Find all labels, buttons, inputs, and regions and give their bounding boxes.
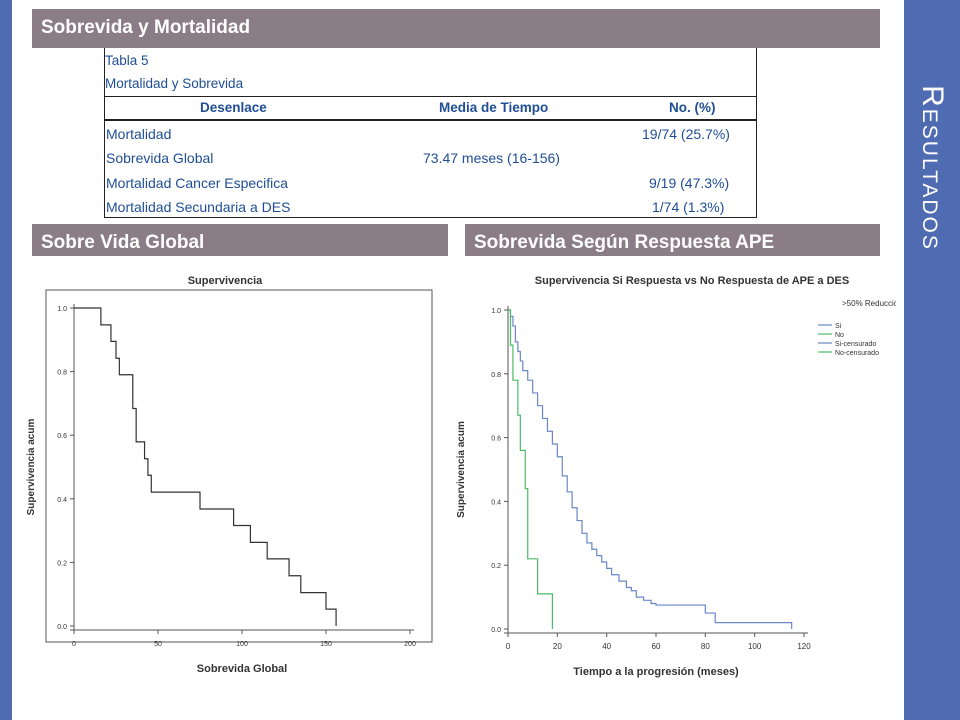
table-caption-number: Tabla 5 (105, 53, 149, 68)
y-tick-label: 0.2 (491, 563, 501, 570)
x-tick-label: 80 (701, 642, 710, 651)
table-row: Mortalidad Secundaria a DES 1/74 (1.3%) (105, 196, 756, 220)
y-tick-label: 0.2 (57, 560, 67, 567)
legend-entry: Si (835, 323, 842, 330)
table-row: Mortalidad Cancer Especifica 9/19 (47.3%… (105, 172, 756, 196)
x-tick-label: 20 (553, 642, 562, 651)
curve-si (508, 309, 793, 629)
table-row: Sobrevida Global 73.47 meses (16-156) (105, 147, 756, 171)
y-tick-label: 0.8 (57, 370, 67, 377)
cell-no: 1/74 (1.3%) (652, 199, 725, 215)
results-table: Tabla 5 Mortalidad y Sobrevida Desenlace… (104, 48, 757, 218)
left-accent-stripe (0, 0, 12, 720)
y-axis-label: Supervivencia acum (26, 419, 37, 516)
table-caption-title: Mortalidad y Sobrevida (105, 76, 244, 91)
x-tick-label: 0 (506, 642, 511, 651)
table-row: Mortalidad 19/74 (25.7%) (105, 123, 756, 147)
cell-media: 73.47 meses (16-156) (423, 150, 560, 166)
cell-desenlace: Sobrevida Global (106, 150, 214, 166)
curve-no (508, 309, 553, 629)
y-tick-label: 0.0 (491, 627, 501, 634)
y-tick-label: 0.6 (57, 433, 67, 440)
column-header-no: No. (%) (669, 100, 716, 115)
legend-entry: No-censurado (835, 350, 879, 357)
x-tick-label: 200 (404, 641, 416, 648)
cell-desenlace: Mortalidad Secundaria a DES (106, 199, 291, 215)
cell-desenlace: Mortalidad (106, 126, 172, 142)
y-tick-label: 1.0 (491, 308, 501, 315)
cell-no: 9/19 (47.3%) (649, 175, 730, 191)
x-axis-label: Tiempo a la progresión (meses) (573, 666, 739, 678)
x-tick-label: 40 (602, 642, 611, 651)
column-header-desenlace: Desenlace (200, 100, 267, 115)
y-tick-label: 0.8 (491, 372, 501, 379)
y-tick-label: 0.4 (491, 499, 501, 506)
chart-title: Supervivencia (188, 275, 263, 287)
x-tick-label: 100 (236, 641, 248, 648)
chart-title: Supervivencia Si Respuesta vs No Respues… (535, 275, 849, 287)
legend-entry: No (835, 332, 844, 339)
x-axis-label: Sobrevida Global (197, 663, 287, 675)
side-title-bar (904, 0, 960, 720)
section-header-main: Sobrevida y Mortalidad (32, 9, 880, 48)
side-title: Resultados (916, 85, 949, 251)
x-tick-label: 100 (748, 642, 762, 651)
x-tick-label: 0 (72, 641, 76, 648)
y-tick-label: 0.4 (57, 497, 67, 504)
x-tick-label: 50 (154, 641, 162, 648)
y-tick-label: 0.6 (491, 436, 501, 443)
survival-chart-ape: Supervivencia Si Respuesta vs No Respues… (456, 275, 896, 678)
cell-desenlace: Mortalidad Cancer Especifica (106, 175, 289, 191)
legend-entry: Si-censurado (835, 341, 876, 348)
table-header-row: Desenlace Media de Tiempo No. (%) (105, 96, 756, 121)
x-tick-label: 60 (652, 642, 661, 651)
section-header-left: Sobre Vida Global (32, 224, 448, 256)
cell-no: 19/74 (25.7%) (642, 126, 730, 142)
legend-title: >50% Reducción APE (842, 299, 896, 308)
column-header-media: Media de Tiempo (439, 100, 549, 115)
x-tick-label: 120 (797, 642, 811, 651)
x-tick-label: 150 (320, 641, 332, 648)
y-tick-label: 1.0 (57, 306, 67, 313)
y-tick-label: 0.0 (57, 624, 67, 631)
survival-curve (74, 307, 337, 626)
plot-frame (45, 289, 433, 643)
survival-chart-global: Supervivencia 0.0 0.2 0.4 0.6 0.8 1.0 0 50 100 150… (26, 275, 433, 675)
section-header-right: Sobrevida Según Respuesta APE (465, 224, 880, 256)
y-axis-label: Supervivencia acum (456, 421, 467, 518)
